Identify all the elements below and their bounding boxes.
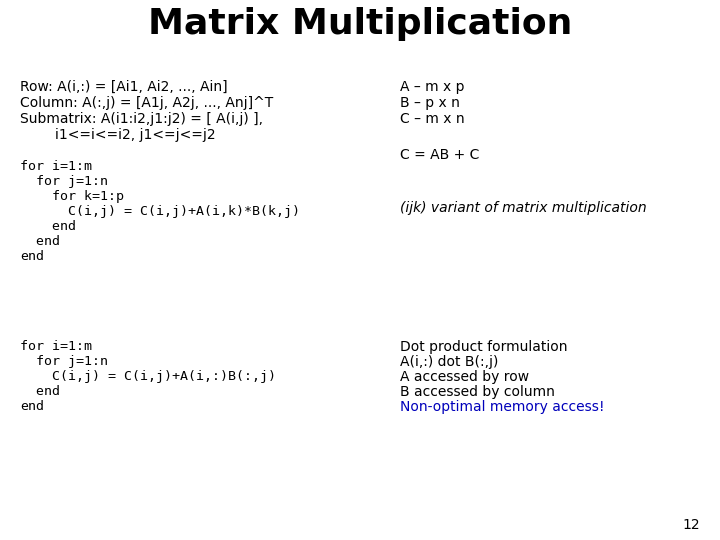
- Text: Column: A(:,j) = [A1j, A2j, ..., Anj]^T: Column: A(:,j) = [A1j, A2j, ..., Anj]^T: [20, 96, 274, 110]
- Text: for j=1:n: for j=1:n: [20, 355, 108, 368]
- Text: end: end: [20, 385, 60, 398]
- Text: end: end: [20, 250, 44, 263]
- Text: C – m x n: C – m x n: [400, 112, 464, 126]
- Text: C(i,j) = C(i,j)+A(i,:)B(:,j): C(i,j) = C(i,j)+A(i,:)B(:,j): [20, 370, 276, 383]
- Text: (ijk) variant of matrix multiplication: (ijk) variant of matrix multiplication: [400, 201, 647, 215]
- Text: Row: A(i,:) = [Ai1, Ai2, ..., Ain]: Row: A(i,:) = [Ai1, Ai2, ..., Ain]: [20, 80, 228, 94]
- Text: Dot product formulation: Dot product formulation: [400, 340, 567, 354]
- Text: end: end: [20, 220, 76, 233]
- Text: end: end: [20, 235, 60, 248]
- Text: Matrix Multiplication: Matrix Multiplication: [148, 7, 572, 41]
- Text: for i=1:m: for i=1:m: [20, 160, 92, 173]
- Text: end: end: [20, 400, 44, 413]
- Text: C = AB + C: C = AB + C: [400, 148, 480, 162]
- Text: B – p x n: B – p x n: [400, 96, 460, 110]
- Text: Non-optimal memory access!: Non-optimal memory access!: [400, 400, 605, 414]
- Text: Submatrix: A(i1:i2,j1:j2) = [ A(i,j) ],: Submatrix: A(i1:i2,j1:j2) = [ A(i,j) ],: [20, 112, 263, 126]
- Text: i1<=i<=i2, j1<=j<=j2: i1<=i<=i2, j1<=j<=j2: [20, 128, 215, 142]
- Text: A – m x p: A – m x p: [400, 80, 464, 94]
- Text: for j=1:n: for j=1:n: [20, 175, 108, 188]
- Text: for i=1:m: for i=1:m: [20, 340, 92, 353]
- Text: for k=1:p: for k=1:p: [20, 190, 124, 203]
- Text: A(i,:) dot B(:,j): A(i,:) dot B(:,j): [400, 355, 498, 369]
- Text: 12: 12: [683, 518, 700, 532]
- Text: C(i,j) = C(i,j)+A(i,k)*B(k,j): C(i,j) = C(i,j)+A(i,k)*B(k,j): [20, 205, 300, 218]
- Text: B accessed by column: B accessed by column: [400, 385, 555, 399]
- Text: A accessed by row: A accessed by row: [400, 370, 529, 384]
